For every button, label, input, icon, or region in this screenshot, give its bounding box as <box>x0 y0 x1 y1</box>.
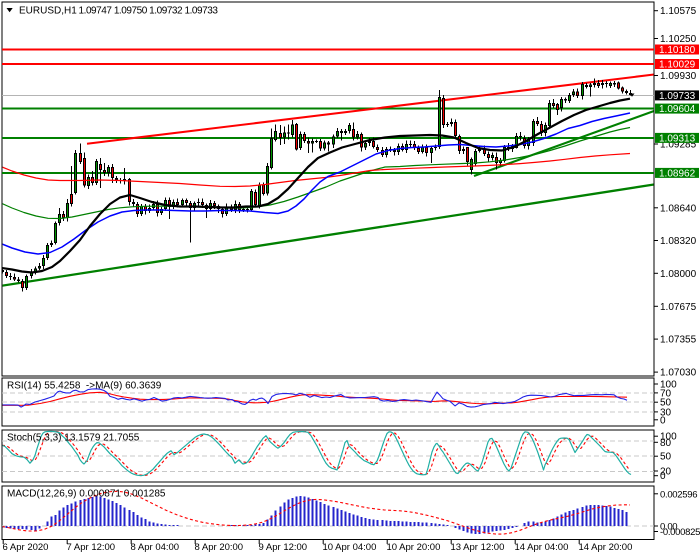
svg-text:1.09313: 1.09313 <box>659 134 696 145</box>
svg-text:1.07675: 1.07675 <box>660 302 697 313</box>
svg-text:RSI(14) 55.4258 ->MA(9) 60.36: RSI(14) 55.4258 ->MA(9) 60.3639 <box>7 381 162 392</box>
svg-text:1.08962: 1.08962 <box>659 169 696 180</box>
svg-text:1.10250: 1.10250 <box>660 34 697 45</box>
svg-text:7 Apr 12:00: 7 Apr 12:00 <box>67 542 116 553</box>
svg-text:14 Apr 20:00: 14 Apr 20:00 <box>579 542 633 553</box>
svg-text:0: 0 <box>660 471 666 482</box>
svg-text:1.08000: 1.08000 <box>660 269 697 280</box>
svg-text:1.09604: 1.09604 <box>659 104 696 115</box>
svg-text:1.07030: 1.07030 <box>660 368 697 379</box>
svg-text:1.07355: 1.07355 <box>660 335 697 346</box>
svg-text:EURUSD,H1: EURUSD,H1 <box>19 6 77 17</box>
svg-text:1.08640: 1.08640 <box>660 203 697 214</box>
svg-text:0.002596: 0.002596 <box>660 489 697 500</box>
svg-text:1.09747 1.09750 1.09732 1.0973: 1.09747 1.09750 1.09732 1.09733 <box>79 6 219 17</box>
svg-text:50: 50 <box>660 398 672 409</box>
svg-text:9 Apr 12:00: 9 Apr 12:00 <box>259 542 308 553</box>
svg-text:Stoch(5,3,3) 13.1579 21.7055: Stoch(5,3,3) 13.1579 21.7055 <box>7 433 140 444</box>
svg-text:13 Apr 12:00: 13 Apr 12:00 <box>451 542 505 553</box>
svg-text:8 Apr 20:00: 8 Apr 20:00 <box>195 542 244 553</box>
svg-text:20: 20 <box>660 467 672 478</box>
svg-text:70: 70 <box>660 388 672 399</box>
svg-text:MACD(12,26,9) 0.000871 0.00128: MACD(12,26,9) 0.000871 0.001285 <box>7 489 166 500</box>
svg-text:8 Apr 04:00: 8 Apr 04:00 <box>131 542 180 553</box>
svg-text:6 Apr 2020: 6 Apr 2020 <box>3 542 49 553</box>
svg-text:1.09285: 1.09285 <box>660 140 697 151</box>
svg-text:1.09733: 1.09733 <box>659 91 696 102</box>
svg-text:0: 0 <box>660 415 666 426</box>
svg-text:1.10180: 1.10180 <box>659 45 696 56</box>
svg-text:0.00: 0.00 <box>660 522 677 533</box>
svg-text:1.10575: 1.10575 <box>660 6 697 17</box>
svg-text:-0.000825: -0.000825 <box>660 527 700 538</box>
svg-text:50: 50 <box>660 452 672 463</box>
svg-text:100: 100 <box>660 380 677 391</box>
svg-text:10 Apr 20:00: 10 Apr 20:00 <box>387 542 441 553</box>
svg-text:14 Apr 04:00: 14 Apr 04:00 <box>515 542 569 553</box>
svg-text:10 Apr 04:00: 10 Apr 04:00 <box>323 542 377 553</box>
svg-text:1.09930: 1.09930 <box>660 71 697 82</box>
svg-text:80: 80 <box>660 438 672 449</box>
svg-text:100: 100 <box>660 432 677 443</box>
svg-text:1.10029: 1.10029 <box>659 60 696 71</box>
svg-text:1.08320: 1.08320 <box>660 236 697 247</box>
svg-text:30: 30 <box>660 407 672 418</box>
